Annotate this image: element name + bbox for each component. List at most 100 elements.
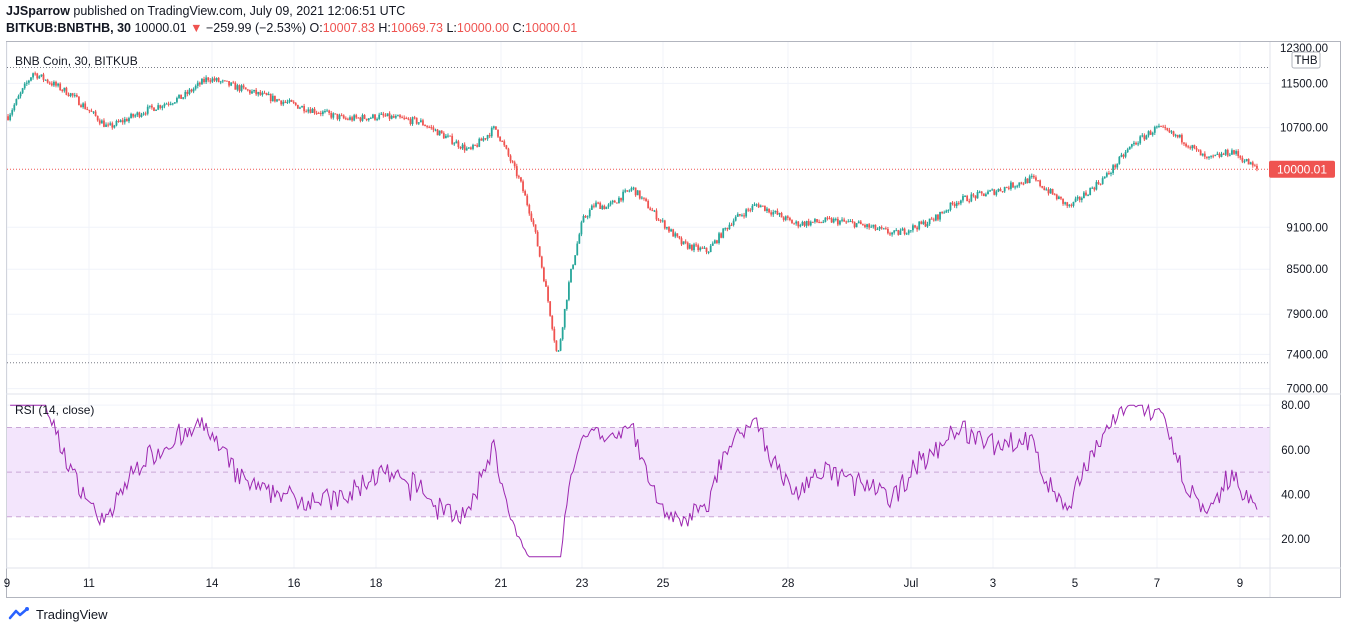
candle-body [878, 227, 881, 230]
candle-body [559, 339, 562, 351]
down-arrow-icon: ▼ [190, 21, 203, 35]
candle-body [874, 224, 877, 230]
candle-body [517, 176, 520, 178]
candle-body [809, 221, 812, 226]
time-tick-label: 5 [1072, 578, 1078, 590]
candle-body [1103, 176, 1106, 179]
candle-body [488, 135, 491, 137]
candle-body [157, 105, 160, 110]
candle-body [691, 244, 693, 251]
candle-body [196, 82, 199, 86]
candle-body [982, 193, 985, 197]
candle-body [968, 201, 971, 203]
price-tick-label: 9100.00 [1286, 222, 1328, 234]
candle-body [13, 104, 16, 111]
candle-body [1051, 188, 1054, 195]
candle-body [845, 221, 848, 223]
last-price-tag-text: 10000.01 [1277, 162, 1327, 176]
candle-body [707, 252, 710, 254]
candle-body [190, 89, 193, 92]
candle-body [1120, 154, 1123, 157]
candle-body [901, 228, 904, 231]
candle-body [276, 99, 278, 102]
candle-body [32, 73, 34, 78]
candle-body [1199, 150, 1202, 156]
candle-body [27, 80, 30, 83]
candle-body [526, 195, 529, 206]
candle-body [330, 113, 333, 118]
candle-body [161, 106, 164, 108]
candle-body [203, 78, 205, 83]
candle-body [682, 241, 685, 245]
candle-body [1001, 191, 1004, 193]
candle-body [1253, 165, 1256, 167]
candle-body [167, 103, 170, 105]
candle-body [1137, 143, 1140, 145]
candle-body [1124, 152, 1127, 157]
candle-body [757, 204, 760, 208]
candle-body [432, 127, 435, 130]
candle-body [265, 93, 268, 96]
candle-body [100, 120, 103, 124]
candle-body [897, 230, 900, 235]
candle-body [313, 108, 316, 113]
candle-body [428, 126, 431, 128]
candle-body [1007, 187, 1010, 189]
candle-body [251, 91, 253, 94]
candle-body [632, 187, 635, 189]
candle-body [11, 110, 14, 115]
candle-body [309, 109, 312, 113]
candle-body [889, 233, 891, 235]
currency-badge[interactable]: THB [1291, 51, 1321, 69]
candle-body [868, 224, 871, 228]
candle-body [374, 114, 376, 120]
symbol-label[interactable]: BITKUB:BNBTHB, 30 [6, 21, 131, 35]
tradingview-footer[interactable]: TradingView [8, 606, 108, 622]
candle-body [622, 191, 625, 201]
candle-body [117, 120, 120, 122]
tradingview-logo-icon [8, 607, 29, 620]
candle-body [1139, 136, 1142, 144]
candle-body [376, 118, 378, 120]
candle-body [828, 218, 831, 220]
candle-body [282, 101, 285, 105]
candle-body [939, 211, 941, 220]
candle-body [672, 229, 675, 237]
author-name[interactable]: JJSparrow [6, 4, 70, 18]
candle-body [545, 281, 547, 287]
candle-body [234, 82, 237, 90]
candle-body [1091, 187, 1094, 189]
candle-body [19, 92, 22, 97]
candle-body [799, 225, 802, 227]
candle-body [914, 225, 916, 228]
candle-body [232, 82, 235, 84]
candle-body [607, 204, 610, 207]
candle-body [695, 244, 697, 246]
candle-body [957, 202, 960, 204]
candle-body [615, 202, 618, 204]
candle-body [1095, 182, 1098, 190]
candle-body [638, 190, 641, 199]
candle-body [61, 90, 64, 92]
candle-body [1060, 196, 1062, 199]
candle-body [1237, 151, 1240, 157]
candle-body [680, 238, 683, 245]
candle-body [814, 219, 816, 222]
time-tick-label: 23 [576, 578, 589, 590]
candle-body [405, 118, 408, 120]
candle-body [461, 144, 464, 149]
candle-body [109, 123, 112, 125]
candle-body [53, 81, 55, 86]
candle-body [84, 103, 87, 110]
candle-body [1101, 178, 1104, 184]
candle-body [1085, 192, 1087, 196]
candle-body [438, 130, 441, 136]
candle-body [1068, 204, 1071, 206]
candle-body [463, 144, 466, 151]
candle-body [751, 205, 754, 211]
candle-body [246, 89, 249, 91]
candle-body [1153, 126, 1156, 133]
candle-body [1247, 159, 1250, 165]
candle-body [962, 196, 964, 201]
